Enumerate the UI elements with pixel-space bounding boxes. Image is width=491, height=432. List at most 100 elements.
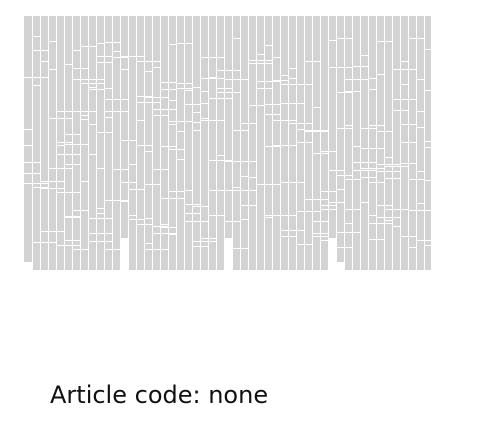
pattern-horizontal-tick [56, 111, 72, 112]
pattern-horizontal-tick [264, 114, 280, 115]
pattern-notch [120, 238, 128, 272]
pattern-horizontal-tick [328, 241, 336, 242]
pattern-horizontal-tick [56, 192, 80, 193]
pattern-horizontal-tick [384, 209, 408, 210]
pattern-horizontal-tick [408, 38, 424, 39]
pattern-horizontal-tick [192, 130, 200, 131]
pattern-horizontal-tick [96, 208, 104, 209]
pattern-horizontal-tick [272, 80, 288, 81]
pattern-vertical-line [376, 16, 377, 270]
pattern-horizontal-tick [296, 129, 304, 130]
pattern-horizontal-tick [112, 99, 120, 100]
pattern-horizontal-tick [416, 79, 424, 80]
pattern-horizontal-tick [152, 109, 176, 110]
pattern-horizontal-tick [24, 77, 48, 78]
pattern-horizontal-tick [320, 151, 336, 152]
pattern-horizontal-tick [232, 187, 240, 188]
pattern-horizontal-tick [160, 89, 176, 90]
pattern-horizontal-tick [112, 169, 128, 170]
pattern-horizontal-tick [136, 120, 144, 121]
pattern-horizontal-tick [136, 145, 152, 146]
pattern-fill-area [24, 16, 431, 272]
pattern-vertical-line [208, 16, 209, 270]
pattern-horizontal-tick [360, 168, 384, 169]
pattern-horizontal-tick [416, 203, 424, 204]
pattern-horizontal-tick [264, 217, 272, 218]
pattern-horizontal-tick [280, 230, 304, 231]
pattern-horizontal-tick [312, 233, 328, 234]
pattern-horizontal-tick [376, 41, 392, 42]
pattern-horizontal-tick [280, 103, 304, 104]
pattern-horizontal-tick [416, 127, 424, 128]
article-code-caption: Article code: none [50, 381, 269, 409]
pattern-horizontal-tick [32, 242, 56, 243]
pattern-horizontal-tick [408, 210, 431, 211]
pattern-horizontal-tick [344, 79, 368, 80]
pattern-horizontal-tick [168, 100, 176, 101]
pattern-horizontal-tick [192, 206, 208, 207]
pattern-horizontal-tick [144, 151, 152, 152]
pattern-notch [224, 238, 232, 272]
pattern-vertical-line [256, 16, 257, 270]
pattern-vertical-line [320, 16, 321, 270]
pattern-horizontal-tick [80, 115, 88, 116]
pattern-horizontal-tick [144, 249, 168, 250]
pattern-horizontal-tick [88, 233, 112, 234]
pattern-horizontal-tick [128, 189, 144, 190]
pattern-horizontal-tick [160, 227, 176, 228]
pattern-horizontal-tick [168, 121, 192, 122]
pattern-horizontal-tick [80, 83, 104, 84]
pattern-horizontal-tick [328, 202, 344, 203]
pattern-vertical-line [288, 16, 289, 270]
pattern-horizontal-tick [104, 117, 112, 118]
pattern-horizontal-tick [96, 213, 104, 214]
pattern-horizontal-tick [32, 36, 40, 37]
pattern-horizontal-tick [296, 142, 312, 143]
pattern-vertical-line [136, 16, 137, 270]
pattern-horizontal-tick [72, 111, 96, 112]
pattern-horizontal-tick [288, 84, 312, 85]
pattern-vertical-line [96, 16, 97, 270]
pattern-horizontal-tick [328, 67, 352, 68]
pattern-horizontal-tick [88, 218, 112, 219]
pattern-horizontal-tick [176, 43, 192, 44]
pattern-horizontal-tick [424, 90, 431, 91]
pattern-vertical-line [248, 16, 249, 270]
pattern-horizontal-tick [256, 184, 280, 185]
pattern-horizontal-tick [104, 42, 120, 43]
pattern-horizontal-tick [200, 103, 208, 104]
pattern-horizontal-tick [64, 217, 80, 218]
pattern-horizontal-tick [256, 88, 272, 89]
pattern-horizontal-tick [64, 134, 80, 135]
pattern-vertical-line [176, 16, 177, 270]
pattern-horizontal-tick [384, 220, 392, 221]
pattern-horizontal-tick [304, 199, 320, 200]
pattern-horizontal-tick [392, 226, 400, 227]
pattern-horizontal-tick [120, 201, 128, 202]
pattern-horizontal-tick [176, 83, 192, 84]
pattern-horizontal-tick [48, 118, 72, 119]
pattern-horizontal-tick [24, 129, 32, 130]
pattern-horizontal-tick [352, 146, 360, 147]
pattern-horizontal-tick [112, 51, 120, 52]
pattern-horizontal-tick [144, 243, 152, 244]
pattern-horizontal-tick [304, 130, 328, 131]
pattern-horizontal-tick [64, 216, 80, 217]
pattern-vertical-line [360, 16, 361, 270]
pattern-horizontal-tick [24, 173, 40, 174]
pattern-vertical-line [72, 16, 73, 270]
pattern-horizontal-tick [296, 244, 312, 245]
pattern-horizontal-tick [368, 89, 376, 90]
pattern-horizontal-tick [48, 69, 56, 70]
pattern-horizontal-tick [80, 119, 88, 120]
pattern-horizontal-tick [368, 182, 384, 183]
pattern-vertical-line [392, 16, 393, 270]
pattern-horizontal-tick [336, 128, 352, 129]
pattern-horizontal-tick [168, 44, 176, 45]
pattern-horizontal-tick [360, 177, 376, 178]
pattern-horizontal-tick [336, 189, 344, 190]
pattern-vertical-line [200, 16, 201, 270]
pattern-horizontal-tick [376, 164, 400, 165]
pattern-horizontal-tick [192, 122, 200, 123]
